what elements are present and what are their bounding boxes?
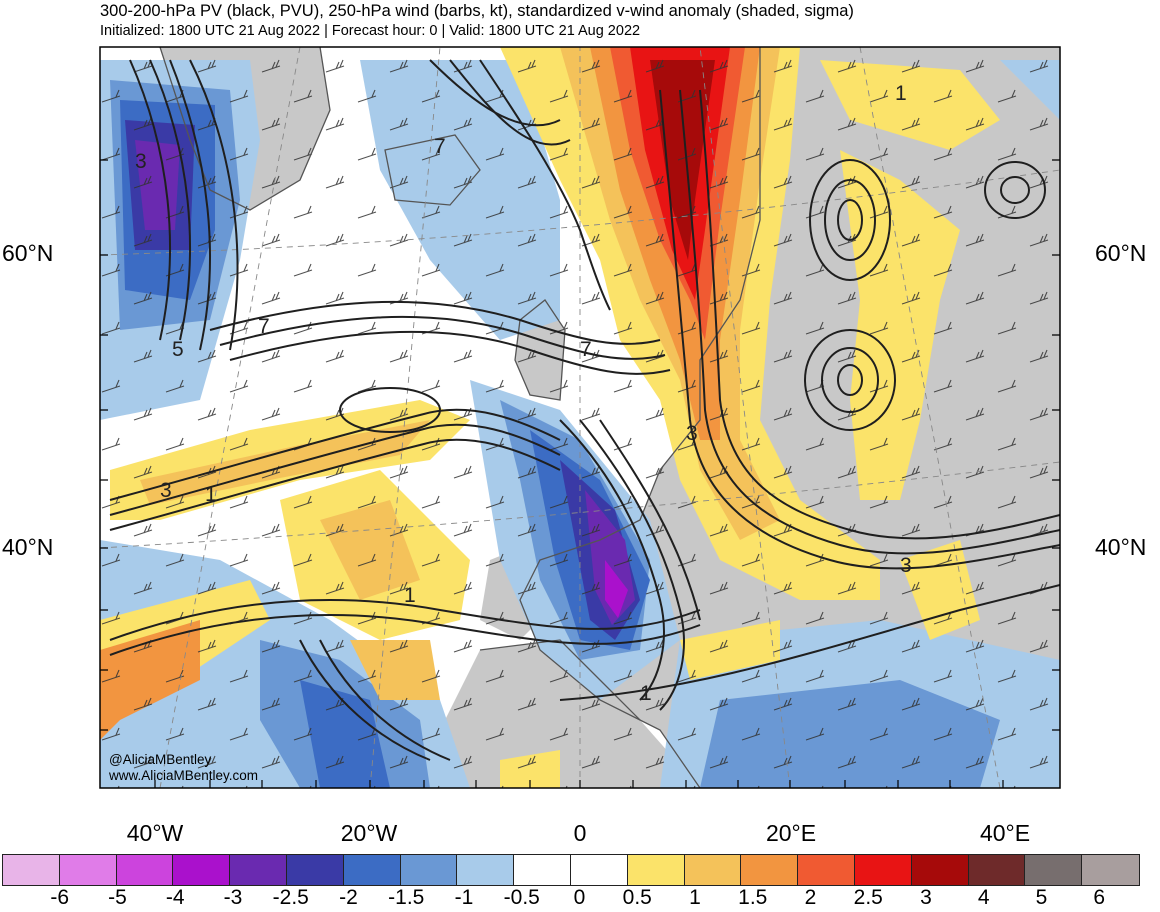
contour-label: 7 (434, 135, 446, 158)
contour-label: 1 (895, 82, 907, 105)
colorbar-label: 0 (573, 886, 586, 909)
credit-website: www.AliciaMBentley.com (109, 768, 259, 783)
credit-handle: @AliciaMBentley (109, 752, 212, 767)
graticule (100, 47, 1060, 788)
colorbar-label: 4 (977, 886, 990, 909)
colorbar-swatch (286, 855, 344, 885)
colorbar-swatch (1082, 855, 1139, 885)
colorbar-label: -2.5 (272, 886, 309, 909)
colorbar-swatch (911, 855, 969, 885)
colorbar-label: -3 (223, 886, 243, 909)
colorbar-label: -0.5 (503, 886, 540, 909)
contour-label: 3 (135, 150, 147, 173)
colorbar-swatch (116, 855, 174, 885)
pv-contours (109, 59, 1060, 761)
colorbar-swatch (854, 855, 912, 885)
contour-label: 5 (172, 338, 184, 361)
colorbar-swatch (3, 855, 60, 885)
tick-marks (100, 159, 1060, 788)
colorbar-label: -6 (50, 886, 70, 909)
colorbar-swatch (230, 855, 287, 885)
colorbar-label: -1 (454, 886, 474, 909)
lon-label-20e: 20°E (765, 820, 817, 846)
lat-label-60-right: 60°N (1095, 240, 1147, 266)
contour-label: 7 (258, 315, 270, 338)
contour-label: 3 (686, 422, 698, 445)
colorbar-label: 2.5 (853, 886, 883, 909)
lat-label-40-right: 40°N (1095, 534, 1147, 560)
lon-label-40e: 40°E (979, 820, 1031, 846)
colorbar-swatch (1025, 855, 1083, 885)
colorbar-swatch (343, 855, 401, 885)
colorbar (2, 854, 1140, 886)
lat-label-40-left: 40°N (2, 534, 54, 560)
colorbar-swatch (968, 855, 1026, 885)
colorbar-label: 3 (920, 886, 932, 909)
chart-title: 300-200-hPa PV (black, PVU), 250-hPa win… (100, 2, 854, 20)
colorbar-swatch (514, 855, 571, 885)
lat-label-60-left: 60°N (2, 240, 54, 266)
contour-label: 3 (160, 479, 172, 502)
chart-subtitle: Initialized: 1800 UTC 21 Aug 2022 | Fore… (100, 23, 641, 39)
contour-label: 7 (580, 338, 592, 361)
contour-label: 1 (205, 483, 217, 506)
colorbar-swatch (798, 855, 855, 885)
contour-label: 1 (404, 584, 416, 607)
lon-label-20w: 20°W (340, 820, 398, 846)
contour-label: 1 (640, 682, 652, 705)
colorbar-swatch (684, 855, 742, 885)
colorbar-swatch (627, 855, 685, 885)
colorbar-swatch (741, 855, 799, 885)
lon-label-40w: 40°W (126, 820, 184, 846)
colorbar-label: -1.5 (388, 886, 425, 909)
colorbar-label: 5 (1035, 886, 1048, 909)
colorbar-swatch (457, 855, 515, 885)
contour-label: 3 (900, 554, 912, 577)
colorbar-label: 1.5 (738, 886, 768, 909)
colorbar-label: 2 (804, 886, 817, 909)
colorbar-label: 1 (689, 886, 701, 909)
colorbar-label: -2 (339, 886, 358, 909)
colorbar-label: -5 (108, 886, 127, 909)
colorbar-label: -4 (165, 886, 185, 909)
lon-label-0: 0 (573, 820, 587, 846)
colorbar-label: 6 (1093, 886, 1106, 909)
colorbar-swatch (570, 855, 628, 885)
colorbar-label: 0.5 (622, 886, 652, 909)
colorbar-swatch (400, 855, 458, 885)
colorbar-swatch (173, 855, 231, 885)
contour-labels: 3 7 5 7 7 3 1 1 1 3 1 3 (135, 82, 912, 705)
colorbar-swatch (59, 855, 117, 885)
